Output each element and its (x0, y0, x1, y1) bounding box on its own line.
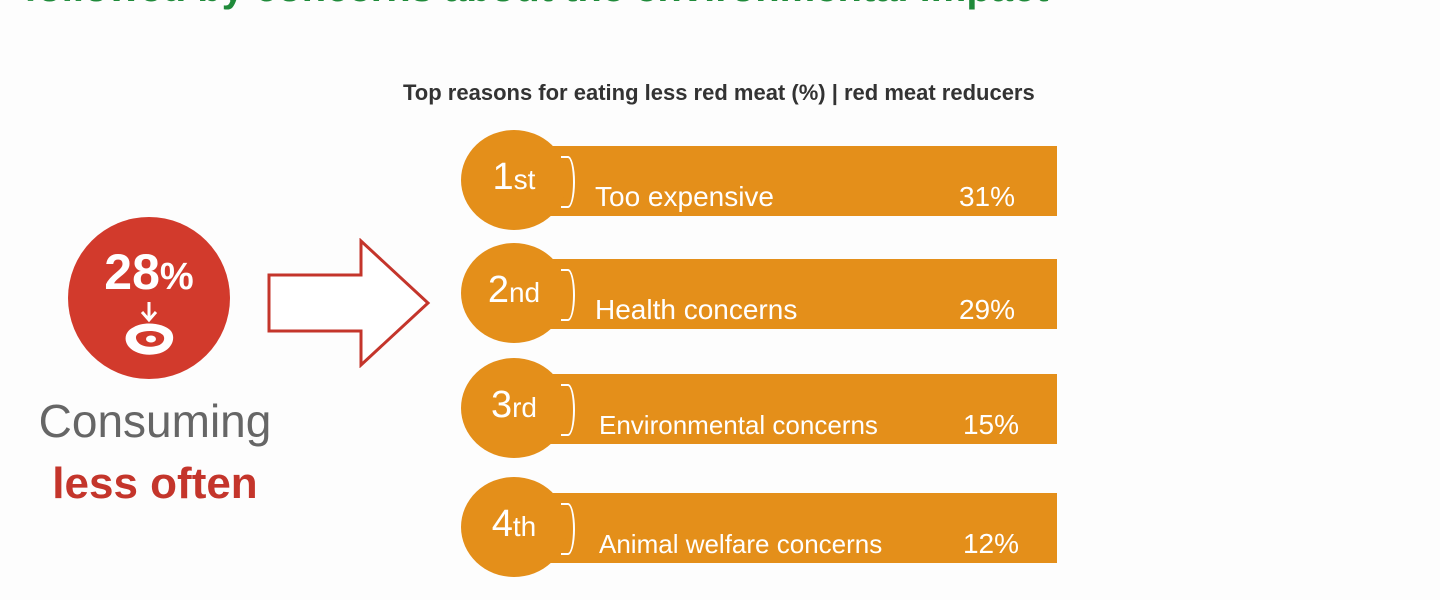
reason-label: Animal welfare concerns (599, 529, 883, 559)
rank-badge: 2nd (461, 243, 575, 343)
reason-bar: Health concerns 29% (541, 259, 1057, 329)
reason-value: 15% (962, 409, 1019, 440)
rank-badge: 3rd (461, 358, 575, 458)
reason-label: Environmental concerns (599, 410, 878, 440)
rank-badge: 4th (461, 477, 575, 577)
reason-bar: Too expensive 31% (541, 146, 1057, 216)
stat-unit: % (159, 256, 194, 298)
reason-row: Too expensive 31% 1st (461, 130, 1057, 230)
rank-label: 4th (491, 503, 537, 545)
rank-label: 3rd (490, 384, 538, 426)
steak-icon (125, 323, 174, 355)
reason-row: Animal welfare concerns 12% 4th (461, 477, 1057, 577)
stat-value: 28% (68, 247, 230, 297)
stat-number: 28 (104, 244, 160, 300)
arrow-down-icon (140, 302, 158, 323)
badge-divider (561, 503, 575, 555)
chart-title: Top reasons for eating less red meat (%)… (403, 80, 1035, 105)
badge-divider (561, 384, 575, 436)
right-arrow-icon (267, 238, 431, 368)
rank-label: 1st (492, 156, 536, 198)
rank-badge: 1st (461, 130, 575, 230)
reason-value: 12% (962, 528, 1019, 559)
reason-label: Too expensive (595, 181, 775, 212)
reason-value: 31% (958, 181, 1015, 212)
stat-circle: 28% (68, 217, 230, 379)
badge-divider (561, 156, 575, 208)
rank-label: 2nd (487, 269, 541, 311)
reason-bar: Animal welfare concerns 12% (541, 493, 1057, 563)
reason-bar: Environmental concerns 15% (541, 374, 1057, 444)
badge-divider (561, 269, 575, 321)
page-headline: followed by concerns about the environme… (24, 0, 1049, 11)
reason-label: Health concerns (595, 294, 798, 325)
reason-row: Health concerns 29% 2nd (461, 243, 1057, 343)
caption-line-2: less often (52, 459, 258, 508)
caption-line-1: Consuming (38, 395, 272, 447)
reason-row: Environmental concerns 15% 3rd (461, 358, 1057, 458)
reason-value: 29% (958, 294, 1015, 325)
